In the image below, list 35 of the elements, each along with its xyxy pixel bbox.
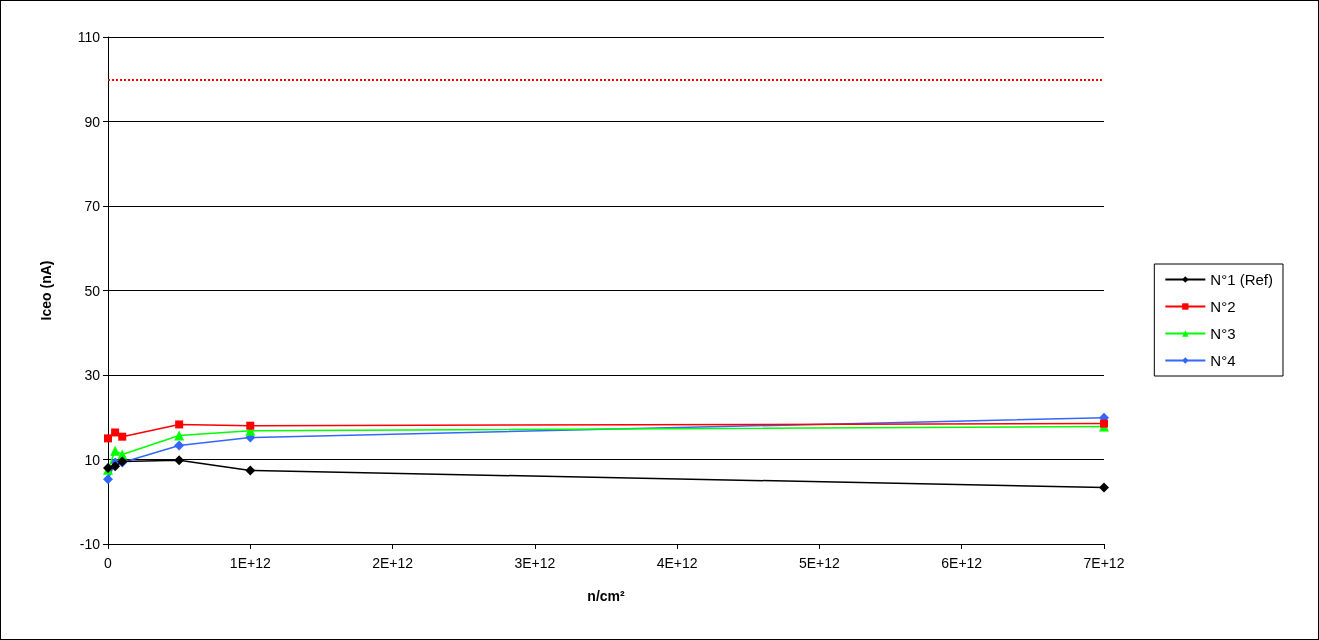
y-tick-label: 70 bbox=[84, 198, 101, 214]
x-tick-label: 3E+12 bbox=[514, 555, 556, 571]
x-axis-title: n/cm² bbox=[587, 588, 625, 604]
point bbox=[174, 430, 185, 441]
point bbox=[246, 421, 255, 430]
x-tick-label: 0 bbox=[104, 555, 113, 571]
point bbox=[111, 428, 120, 437]
point bbox=[175, 420, 184, 429]
point bbox=[103, 474, 113, 485]
point bbox=[174, 455, 185, 466]
point bbox=[104, 434, 112, 443]
point bbox=[174, 440, 185, 451]
y-tick-label: 110 bbox=[77, 29, 101, 45]
point bbox=[110, 461, 121, 472]
y-tick-label: 90 bbox=[84, 113, 101, 130]
point bbox=[1099, 482, 1109, 493]
y-tick-label: 50 bbox=[84, 282, 101, 299]
y-tick-label: 30 bbox=[84, 367, 101, 383]
x-tick-label: 7E+12 bbox=[1083, 555, 1125, 571]
point bbox=[118, 432, 127, 441]
y-tick-label: 10 bbox=[84, 451, 101, 468]
legend-label: N°4 bbox=[1210, 352, 1236, 369]
point bbox=[1100, 419, 1108, 428]
legend-label: N°1 (Ref) bbox=[1210, 271, 1274, 288]
point bbox=[110, 445, 121, 456]
legend-label: N°2 bbox=[1210, 298, 1236, 315]
x-tick-label: 6E+12 bbox=[941, 555, 983, 571]
x-tick-label: 4E+12 bbox=[656, 555, 698, 571]
x-tick-label: 5E+12 bbox=[798, 555, 841, 571]
x-tick-label: 2E+12 bbox=[372, 555, 414, 571]
legend-label: N°3 bbox=[1210, 325, 1236, 342]
x-tick-label: 1E+12 bbox=[229, 555, 271, 571]
point bbox=[245, 465, 256, 476]
y-tick-label: -10 bbox=[79, 536, 101, 552]
y-axis-title: Iceo (nA) bbox=[38, 260, 54, 321]
